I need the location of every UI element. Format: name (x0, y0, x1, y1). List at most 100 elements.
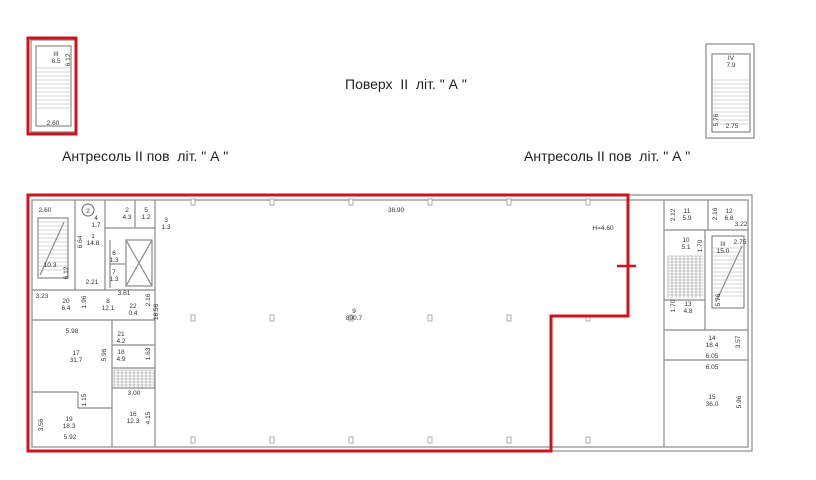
room-area: 12.3 (127, 418, 140, 425)
column (190, 314, 196, 322)
dimension-label: 5.76 (715, 293, 722, 306)
room-area: 4.3 (122, 214, 131, 221)
dimension-label: 3.57 (735, 335, 742, 348)
floor-title: Поверх II літ. " А " (345, 76, 467, 92)
highlighted-area-outline (26, 193, 630, 453)
marker-circle (81, 203, 95, 217)
dimension-label: 38.90 (388, 207, 405, 214)
dimension-label: 6.05 (706, 364, 719, 371)
room-number: 7 (112, 269, 116, 276)
dimension-label: 1.15 (81, 393, 88, 406)
room-area: 1.3 (161, 224, 170, 231)
dimension-label: 6.12 (65, 53, 72, 66)
room-number: 3 (164, 217, 168, 224)
column (506, 314, 512, 322)
column (427, 198, 433, 206)
room-number: III (720, 241, 726, 248)
highlighted-stair-outline (26, 36, 78, 136)
column (427, 314, 433, 322)
room-number: 20 (62, 298, 70, 305)
room-area: 4.8 (683, 308, 692, 315)
stair-left (37, 217, 69, 279)
dimension-label: 5.96 (736, 395, 743, 408)
room-number: 2 (125, 207, 129, 214)
room-number: 4 (94, 215, 98, 222)
column (348, 198, 354, 206)
dimension-label: 2.12 (670, 208, 677, 221)
room-area: 18.4 (706, 342, 719, 349)
stair-area: 8.5 (51, 58, 60, 65)
room-number: 9 (352, 308, 356, 315)
dimension-label: 6.05 (706, 353, 719, 360)
dimension-label: 5.98 (66, 328, 79, 335)
room-area: 12.1 (102, 305, 115, 312)
room-area: 6.4 (61, 305, 70, 312)
dimension-label: 18.56 (153, 303, 160, 320)
dimension-label: 4.15 (145, 411, 152, 424)
dimension-label: 2.21 (86, 279, 99, 286)
dimension-label: 5.76 (713, 113, 720, 126)
dimension-label: 2.60 (47, 120, 60, 127)
dimension-label: 2.60 (39, 207, 52, 214)
room-area: 1.7 (91, 222, 100, 229)
room-number: 19 (65, 416, 73, 423)
dimension-label: 3.00 (128, 390, 141, 397)
column (506, 436, 512, 444)
dimension-label: 1.70 (697, 239, 704, 252)
dimension-label: 1.63 (145, 347, 152, 360)
dimension-label: 2.16 (712, 207, 719, 220)
room-number: 22 (129, 303, 137, 310)
room-number: 8 (106, 298, 110, 305)
column (585, 198, 591, 206)
room-number: 18 (117, 349, 125, 356)
dimension-label: 6.64 (77, 235, 84, 248)
room-area: 15.0 (717, 248, 730, 255)
marker-number: 2 (86, 208, 90, 215)
column (190, 198, 196, 206)
dimension-label: 3.56 (38, 418, 45, 431)
room-number: 16 (129, 411, 137, 418)
ceiling-height-label: H=4.60 (592, 225, 614, 232)
room-number: 21 (117, 331, 125, 338)
room-area: 31.7 (70, 357, 83, 364)
column (427, 436, 433, 444)
column (269, 198, 275, 206)
room-area: 5.9 (682, 215, 691, 222)
room-number: 5 (144, 207, 148, 214)
room-area: 5.1 (681, 244, 690, 251)
room-number: 11 (684, 208, 691, 215)
stair-number: III (53, 51, 59, 58)
mezzanine-left-title: Антресоль II пов літ. " А " (62, 148, 229, 164)
dimension-label: 2.16 (145, 293, 152, 306)
room-number: 12 (725, 208, 733, 215)
room-area: 0.4 (128, 310, 137, 317)
room-area: 10.3 (44, 262, 57, 269)
dimension-label: 2.75 (726, 123, 739, 130)
room-number: 15 (708, 394, 716, 401)
mezzanine-right-title: Антресоль II пов літ. " А " (524, 148, 691, 164)
column (269, 436, 275, 444)
room-number: 6 (112, 250, 116, 257)
room-area: 6.8 (724, 215, 733, 222)
room-area: 890.7 (346, 315, 363, 322)
column (269, 314, 275, 322)
dimension-label: 1.96 (81, 295, 88, 308)
dimension-label: 5.92 (64, 434, 77, 441)
room-area: 36.0 (706, 401, 719, 408)
room-area: 1.2 (141, 214, 150, 221)
stair-block-iv (705, 43, 755, 139)
column (585, 436, 591, 444)
column (348, 314, 354, 322)
column (506, 198, 512, 206)
dimension-label: 6.12 (63, 266, 70, 279)
room-number: 14 (708, 335, 716, 342)
stair-area: 7.9 (726, 62, 735, 69)
column (190, 436, 196, 444)
room-number: 1 (91, 233, 95, 240)
dimension-label: 2.75 (734, 239, 747, 246)
column (348, 436, 354, 444)
stair-number: IV (728, 55, 735, 62)
dimension-label: 3.23 (36, 293, 49, 300)
room-area: 4.2 (116, 338, 125, 345)
